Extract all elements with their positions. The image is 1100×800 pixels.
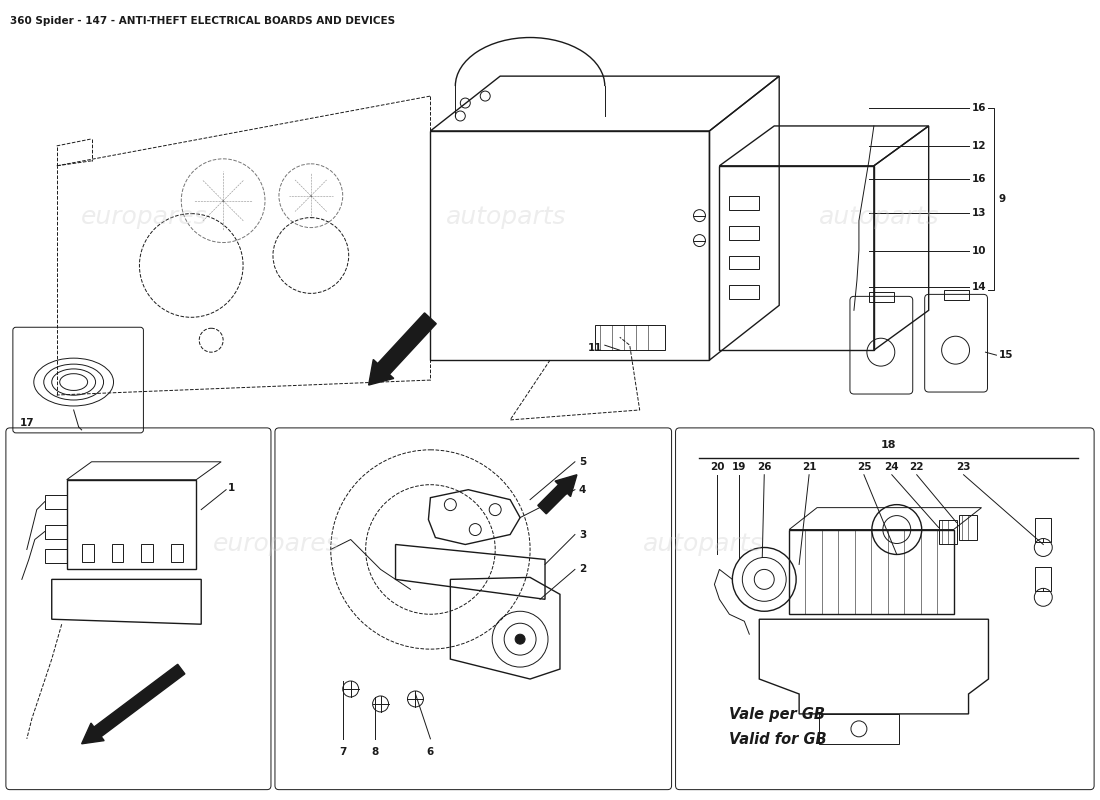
Bar: [820, 714, 899, 744]
FancyArrow shape: [368, 313, 437, 385]
Text: 17: 17: [20, 418, 34, 428]
Bar: [1035, 518, 1052, 542]
Text: 18: 18: [881, 440, 896, 450]
Bar: [1035, 567, 1052, 591]
Bar: [45, 494, 67, 509]
Text: 8: 8: [371, 746, 378, 757]
Text: 20: 20: [711, 462, 725, 472]
Bar: [869, 292, 894, 302]
Bar: [719, 166, 873, 350]
Text: 360 Spider - 147 - ANTI-THEFT ELECTRICAL BOARDS AND DEVICES: 360 Spider - 147 - ANTI-THEFT ELECTRICAL…: [10, 16, 395, 26]
Text: 4: 4: [579, 485, 586, 494]
Bar: [729, 286, 759, 299]
Text: 12: 12: [971, 141, 986, 151]
Text: 25: 25: [857, 462, 871, 472]
Text: 24: 24: [884, 462, 899, 472]
Bar: [729, 196, 759, 210]
Bar: [142, 545, 153, 562]
FancyArrow shape: [538, 474, 576, 514]
Bar: [81, 545, 94, 562]
Bar: [789, 530, 954, 614]
Text: 16: 16: [971, 174, 986, 184]
Text: 23: 23: [956, 462, 971, 472]
Text: 10: 10: [971, 246, 986, 255]
Text: europares: europares: [81, 205, 208, 229]
Bar: [729, 226, 759, 239]
Text: 3: 3: [579, 530, 586, 539]
Bar: [595, 326, 664, 350]
Text: 15: 15: [999, 350, 1013, 360]
Text: 6: 6: [427, 746, 434, 757]
Text: 22: 22: [910, 462, 924, 472]
Bar: [45, 525, 67, 538]
Text: autoparts: autoparts: [446, 205, 566, 229]
Text: 13: 13: [971, 208, 986, 218]
Text: 11: 11: [587, 343, 602, 353]
Text: Valid for GB: Valid for GB: [729, 732, 827, 747]
Bar: [45, 550, 67, 563]
Text: 26: 26: [757, 462, 771, 472]
Text: 19: 19: [733, 462, 747, 472]
Text: europares: europares: [212, 531, 339, 555]
Text: 21: 21: [802, 462, 816, 472]
Text: 16: 16: [971, 103, 986, 113]
Bar: [111, 545, 123, 562]
Text: 2: 2: [579, 565, 586, 574]
Text: Vale per GB: Vale per GB: [729, 707, 825, 722]
Text: 1: 1: [228, 482, 235, 493]
Bar: [938, 519, 957, 545]
Text: 14: 14: [971, 282, 987, 292]
FancyArrow shape: [81, 664, 185, 744]
Bar: [944, 290, 968, 300]
Bar: [958, 514, 977, 539]
Text: 5: 5: [579, 457, 586, 466]
Bar: [172, 545, 184, 562]
Bar: [729, 255, 759, 270]
Text: autoparts: autoparts: [644, 531, 763, 555]
Text: 9: 9: [999, 194, 1005, 204]
Text: 7: 7: [339, 746, 346, 757]
Text: autoparts: autoparts: [818, 205, 939, 229]
Circle shape: [515, 634, 525, 644]
